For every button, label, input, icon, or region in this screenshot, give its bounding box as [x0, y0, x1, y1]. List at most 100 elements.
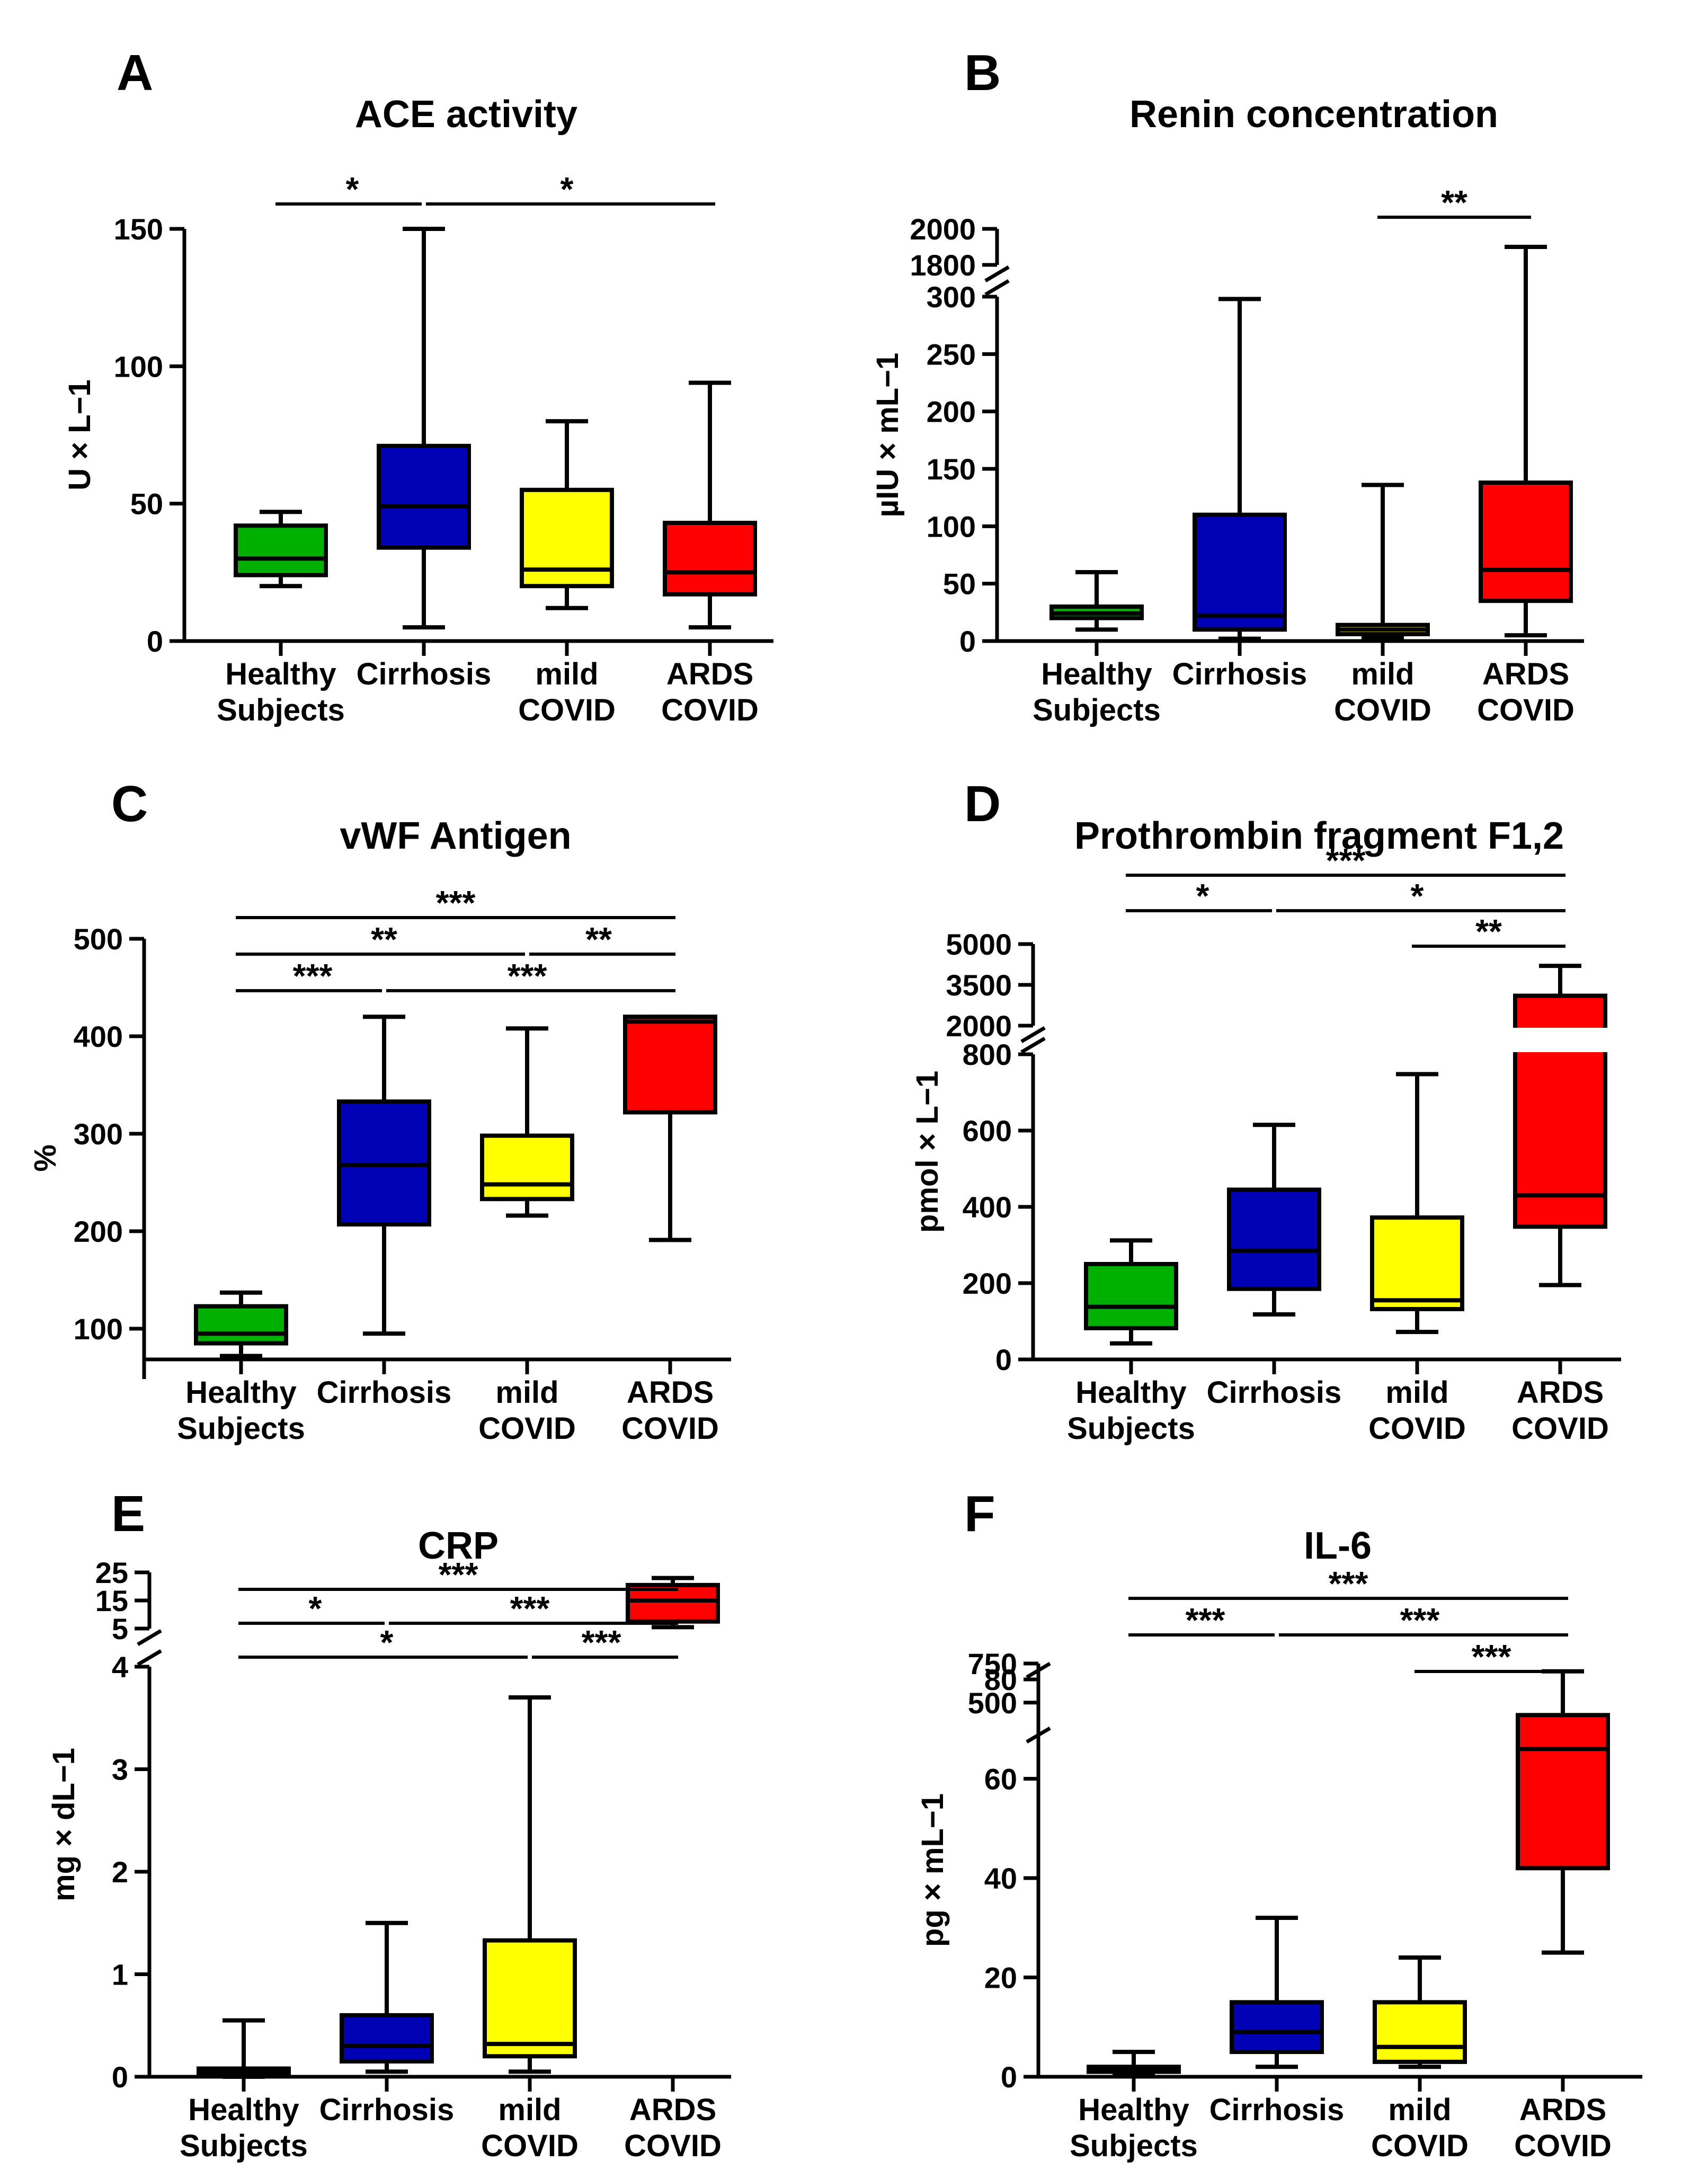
axis-break-mark — [1020, 1026, 1046, 1044]
significance-label: *** — [510, 1589, 550, 1627]
box-1 — [1230, 1916, 1324, 2069]
box-body — [377, 443, 471, 550]
box-1 — [340, 1920, 434, 2074]
box-body — [1370, 1215, 1464, 1311]
y-tick-label: 0 — [959, 625, 976, 658]
y-tick-label: 2000 — [946, 1009, 1012, 1043]
y-axis-label: % — [28, 1144, 63, 1172]
significance-label: *** — [508, 957, 547, 995]
y-tick-label: 500 — [968, 1686, 1017, 1720]
x-tick-label: Cirrhosis — [1207, 1375, 1342, 1410]
y-axis-label: pmol × L−1 — [910, 1071, 945, 1233]
axis-break-mark — [137, 1649, 162, 1667]
panel-title: Renin concentration — [1129, 93, 1498, 136]
x-tick-label: ARDS — [629, 2093, 716, 2127]
box-body — [626, 1582, 720, 1624]
box-body — [483, 1938, 577, 2059]
y-tick-label: 80 — [984, 1663, 1017, 1696]
box-0 — [1049, 570, 1144, 632]
y-tick-label: 5000 — [946, 928, 1012, 961]
x-tick-label: ARDS — [1517, 1375, 1604, 1410]
x-tick-label: Subjects — [180, 2129, 308, 2163]
x-tick-label: Healthy — [1075, 1375, 1187, 1410]
panel-D: D Prothrombin fragment F1,2 pmol × L−1 0 200… — [910, 776, 1621, 1446]
y-axis-label: mg × dL−1 — [47, 1748, 81, 1901]
panel-letter: A — [117, 45, 153, 101]
y-tick-label: 2000 — [910, 212, 976, 246]
box-1 — [377, 227, 471, 630]
x-tick-label: COVID — [1511, 1411, 1609, 1446]
x-tick-label: COVID — [478, 1411, 576, 1446]
y-tick-label: 50 — [943, 567, 976, 601]
box-body — [480, 1133, 574, 1202]
y-tick-label: 1 — [112, 1958, 128, 1991]
box-1 — [1193, 297, 1287, 641]
box-0 — [234, 510, 328, 589]
y-tick-label: 300 — [74, 1117, 123, 1151]
box-0 — [1084, 1238, 1178, 1346]
significance-label: *** — [436, 884, 476, 922]
y-tick-label: 3 — [112, 1753, 128, 1786]
y-tick-label: 50 — [130, 487, 163, 521]
x-tick-label: COVID — [518, 693, 616, 727]
panel-title: Prothrombin fragment F1,2 — [1074, 815, 1564, 857]
y-axis-label: µIU × mL−1 — [870, 353, 905, 518]
y-tick-label: 15 — [95, 1584, 128, 1617]
significance-label: *** — [582, 1623, 621, 1661]
significance-label: *** — [439, 1555, 478, 1594]
significance-label: *** — [1186, 1601, 1225, 1639]
box-2 — [1370, 1072, 1464, 1335]
significance-label: ** — [1475, 912, 1502, 950]
box-1 — [1227, 1123, 1321, 1317]
box-3 — [663, 380, 757, 630]
x-tick-label: COVID — [1371, 2129, 1469, 2163]
box-break-gap — [1512, 1028, 1608, 1052]
panel-letter: D — [964, 776, 1001, 832]
significance-label: * — [561, 170, 574, 208]
box-body — [1193, 512, 1287, 632]
y-tick-label: 100 — [74, 1312, 123, 1346]
x-tick-label: Cirrhosis — [317, 1375, 452, 1410]
box-body — [1516, 1713, 1610, 1871]
axis-break-mark — [1026, 1661, 1051, 1679]
y-tick-label: 3500 — [946, 968, 1012, 1002]
significance-label: *** — [1472, 1638, 1511, 1676]
box-body — [1230, 2000, 1324, 2055]
x-tick-label: Healthy — [185, 1375, 297, 1410]
x-tick-label: COVID — [1477, 693, 1574, 727]
significance-label: * — [1411, 877, 1424, 915]
panel-A: A ACE activity U × L−1 0 50 100 150 HealthySubj… — [63, 45, 773, 727]
box-3 — [1512, 964, 1608, 1287]
y-tick-label: 100 — [927, 510, 976, 543]
significance-label: * — [346, 170, 359, 208]
box-3 — [623, 1015, 717, 1242]
x-tick-label: ARDS — [666, 657, 753, 691]
x-tick-label: COVID — [661, 693, 759, 727]
box-1 — [337, 1015, 431, 1336]
y-tick-label: 0 — [147, 625, 163, 658]
y-axis-label: pg × mL−1 — [915, 1793, 950, 1947]
box-body — [234, 523, 328, 577]
box-2 — [1336, 483, 1430, 640]
y-tick-label: 60 — [984, 1763, 1017, 1796]
x-tick-label: mild — [1388, 2093, 1451, 2127]
y-tick-label: 100 — [114, 350, 163, 383]
y-tick-label: 20 — [984, 1961, 1017, 1995]
y-tick-label: 25 — [95, 1556, 128, 1589]
significance-label: * — [309, 1589, 322, 1627]
axis-break-mark — [1026, 1726, 1051, 1744]
x-tick-label: Cirrhosis — [1209, 2093, 1345, 2127]
box-2 — [480, 1026, 574, 1218]
box-2 — [1373, 1955, 1467, 2069]
axis-break-mark — [137, 1629, 162, 1647]
panel-letter: B — [964, 45, 1001, 101]
x-tick-label: mild — [498, 2093, 561, 2127]
panel-title: CRP — [418, 1525, 499, 1567]
y-tick-label: 1800 — [910, 248, 976, 282]
x-tick-label: ARDS — [1519, 2093, 1606, 2127]
y-tick-label: 200 — [74, 1215, 123, 1248]
significance-label: *** — [1400, 1601, 1440, 1639]
